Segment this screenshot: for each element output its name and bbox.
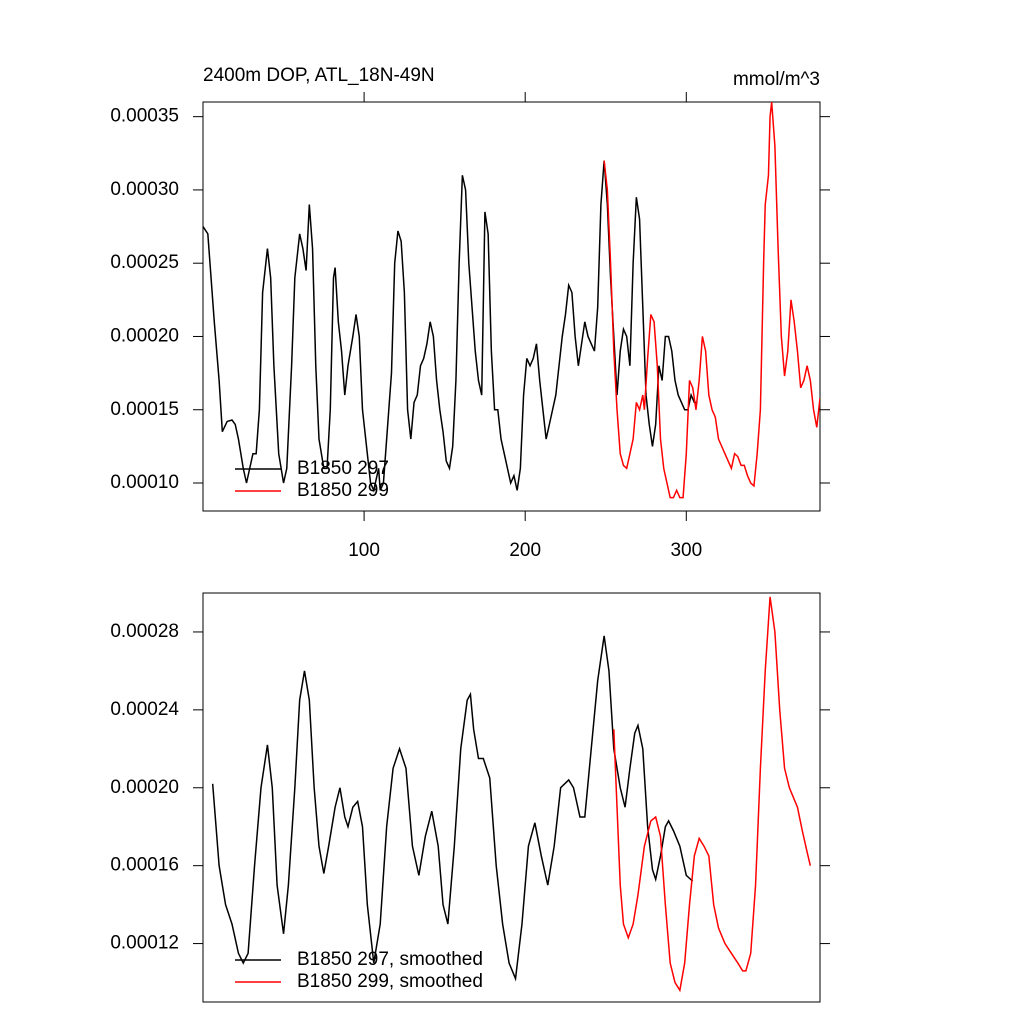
data-line [613,596,812,993]
plot-frame [202,101,821,512]
y-tick-label: 0.00020 [110,777,179,798]
y-tick-label: 0.00028 [110,621,179,642]
y-tick-label: 0.00020 [110,325,179,346]
data-line [603,102,820,499]
data-line [203,160,698,493]
y-tick-label: 0.00012 [110,933,179,954]
x-tick-label: 100 [348,540,380,561]
y-tick-label: 0.00016 [110,855,179,876]
legend-label: B1850 299 [297,480,389,501]
plot-frame [202,592,821,1003]
y-tick-label: 0.00010 [110,472,179,493]
x-tick-label: 200 [509,540,541,561]
legend-label: B1850 297 [297,458,389,479]
y-tick-label: 0.00024 [110,699,179,720]
units-label: mmol/m^3 [733,69,820,90]
legend-label: B1850 297, smoothed [297,949,483,970]
y-tick-label: 0.00015 [110,399,179,420]
y-tick-label: 0.00030 [110,179,179,200]
y-tick-label: 0.00035 [110,106,179,127]
y-tick-label: 0.00025 [110,252,179,273]
chart-title: 2400m DOP, ATL_18N-49N [203,65,435,86]
legend-label: B1850 299, smoothed [297,971,483,992]
x-tick-label: 300 [670,540,702,561]
data-line [211,635,694,982]
